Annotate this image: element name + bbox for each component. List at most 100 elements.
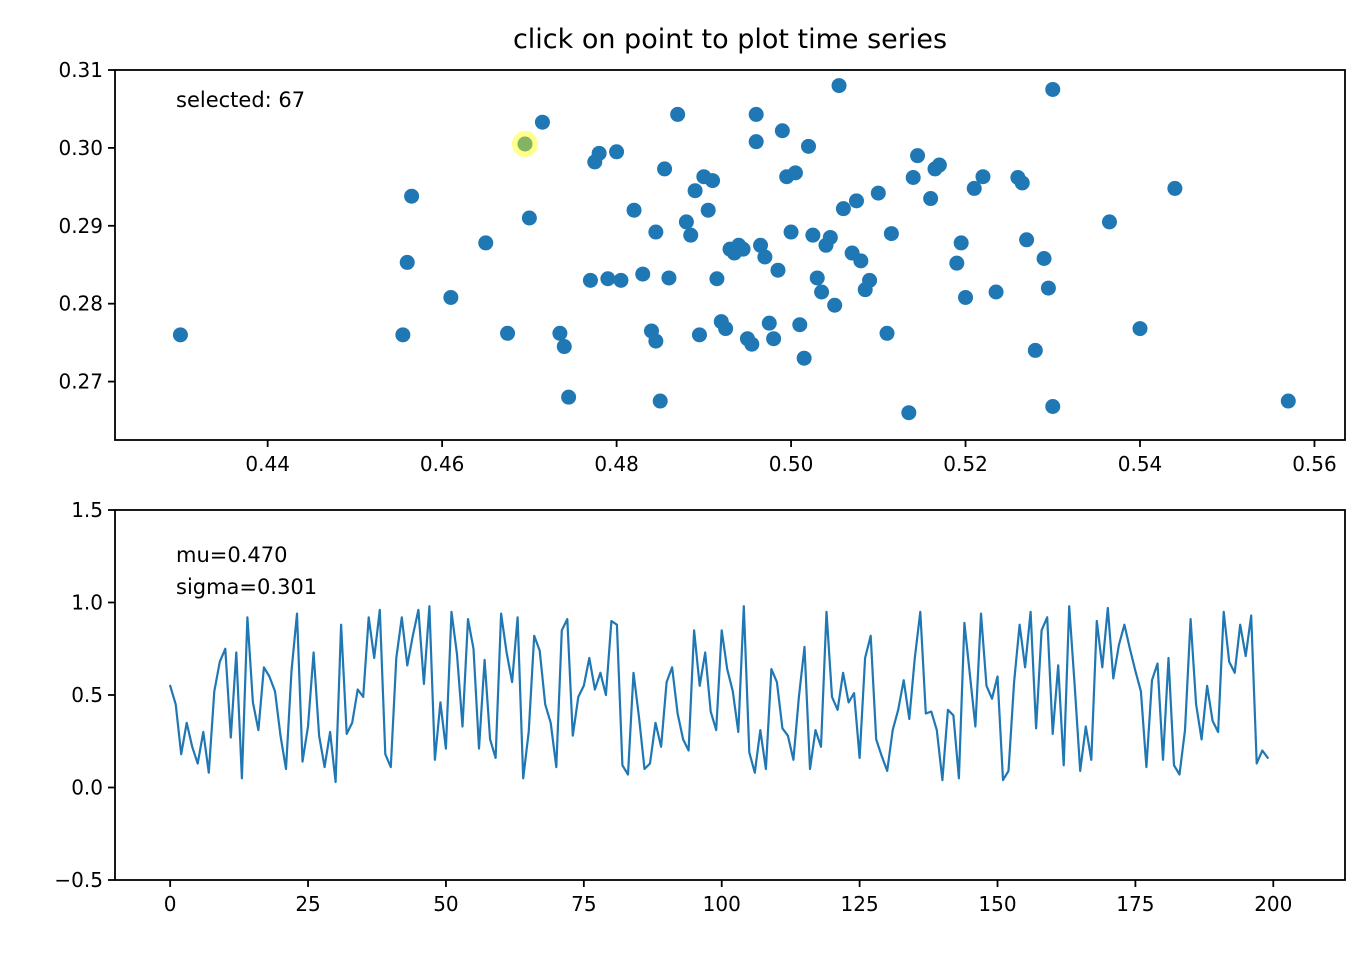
scatter-point[interactable] [1019, 232, 1035, 248]
scatter-point[interactable] [652, 393, 668, 409]
scatter-point[interactable] [853, 253, 869, 269]
scatter-point[interactable] [870, 185, 886, 201]
scatter-point[interactable] [770, 262, 786, 278]
scatter-point[interactable] [691, 327, 707, 343]
scatter-point[interactable] [556, 339, 572, 355]
x-tick-label: 0.52 [943, 452, 988, 476]
scatter-point[interactable] [534, 114, 550, 130]
scatter-point[interactable] [517, 136, 533, 152]
x-tick-label: 0.56 [1292, 452, 1337, 476]
scatter-point[interactable] [1040, 280, 1056, 296]
scatter-point[interactable] [757, 249, 773, 265]
scatter-point[interactable] [753, 237, 769, 253]
timeseries-axes: 0 25 50 75 100 125 150 175 200 −0.5 0.0 0.5 1.0 1.5 [54, 498, 1346, 916]
scatter-point[interactable] [1014, 175, 1030, 191]
scatter-point[interactable] [670, 106, 686, 122]
scatter-point[interactable] [1027, 342, 1043, 358]
scatter-point[interactable] [172, 327, 188, 343]
scatter-point[interactable] [648, 224, 664, 240]
scatter-point[interactable] [705, 173, 721, 189]
scatter-point[interactable] [709, 271, 725, 287]
scatter-point[interactable] [478, 235, 494, 251]
scatter-point[interactable] [1101, 214, 1117, 230]
scatter-point[interactable] [735, 241, 751, 257]
scatter-point[interactable] [988, 284, 1004, 300]
scatter-point[interactable] [805, 227, 821, 243]
x-tick-label: 0.54 [1118, 452, 1163, 476]
scatter-point[interactable] [744, 336, 760, 352]
scatter-point[interactable] [748, 106, 764, 122]
scatter-point[interactable] [600, 271, 616, 287]
scatter-point[interactable] [923, 191, 939, 207]
scatter-point[interactable] [648, 333, 664, 349]
scatter-point[interactable] [827, 297, 843, 313]
x-tick-label: 200 [1254, 892, 1292, 916]
scatter-point[interactable] [901, 405, 917, 421]
scatter-point[interactable] [1280, 393, 1296, 409]
x-tick-label: 25 [295, 892, 320, 916]
scatter-point[interactable] [822, 229, 838, 245]
selected-point-label: selected: 67 [176, 88, 306, 112]
scatter-point[interactable] [748, 134, 764, 150]
scatter-point[interactable] [835, 201, 851, 217]
scatter-point[interactable] [613, 272, 629, 288]
scatter-point[interactable] [404, 188, 420, 204]
scatter-point[interactable] [700, 202, 716, 218]
scatter-point[interactable] [1132, 321, 1148, 337]
scatter-point[interactable] [953, 235, 969, 251]
scatter-point[interactable] [552, 325, 568, 341]
scatter-point[interactable] [399, 254, 415, 270]
x-tick-label: 175 [1116, 892, 1154, 916]
scatter-point[interactable] [657, 161, 673, 177]
y-tick-label: 0.31 [58, 58, 103, 82]
scatter-point[interactable] [591, 145, 607, 161]
scatter-point[interactable] [883, 226, 899, 242]
scatter-point[interactable] [766, 331, 782, 347]
scatter-point[interactable] [879, 325, 895, 341]
y-tick-label: 0.29 [58, 214, 103, 238]
scatter-point[interactable] [443, 289, 459, 305]
scatter-point[interactable] [966, 180, 982, 196]
scatter-point[interactable] [1045, 399, 1061, 415]
scatter-point[interactable] [561, 389, 577, 405]
scatter-point[interactable] [949, 255, 965, 271]
scatter-point[interactable] [831, 78, 847, 94]
scatter-point[interactable] [609, 144, 625, 160]
scatter-point[interactable] [683, 227, 699, 243]
scatter-point[interactable] [761, 315, 777, 331]
scatter-point[interactable] [905, 169, 921, 185]
scatter-point[interactable] [910, 148, 926, 164]
scatter-point[interactable] [1167, 180, 1183, 196]
scatter-point[interactable] [801, 138, 817, 154]
scatter-point[interactable] [774, 123, 790, 139]
scatter-point[interactable] [809, 270, 825, 286]
scatter-point[interactable] [521, 210, 537, 226]
scatter-point[interactable] [796, 350, 812, 366]
scatter-point[interactable] [687, 183, 703, 199]
scatter-point[interactable] [787, 165, 803, 181]
scatter-point[interactable] [635, 266, 651, 282]
scatter-point[interactable] [718, 321, 734, 337]
x-tick-label: 125 [841, 892, 879, 916]
scatter-point[interactable] [1036, 251, 1052, 267]
scatter-point[interactable] [582, 272, 598, 288]
scatter-point[interactable] [661, 270, 677, 286]
selected-point-highlight[interactable] [512, 131, 538, 157]
scatter-point[interactable] [931, 157, 947, 173]
scatter-point[interactable] [848, 193, 864, 209]
scatter-points[interactable] [172, 78, 1296, 421]
x-tick-label: 150 [978, 892, 1016, 916]
scatter-point[interactable] [1045, 81, 1061, 97]
scatter-point[interactable] [862, 272, 878, 288]
scatter-point[interactable] [958, 289, 974, 305]
scatter-point[interactable] [975, 169, 991, 185]
scatter-point[interactable] [783, 224, 799, 240]
scatter-point[interactable] [678, 214, 694, 230]
scatter-point[interactable] [792, 317, 808, 333]
scatter-point[interactable] [500, 325, 516, 341]
scatter-point[interactable] [626, 202, 642, 218]
scatter-point[interactable] [395, 327, 411, 343]
scatter-point[interactable] [814, 284, 830, 300]
